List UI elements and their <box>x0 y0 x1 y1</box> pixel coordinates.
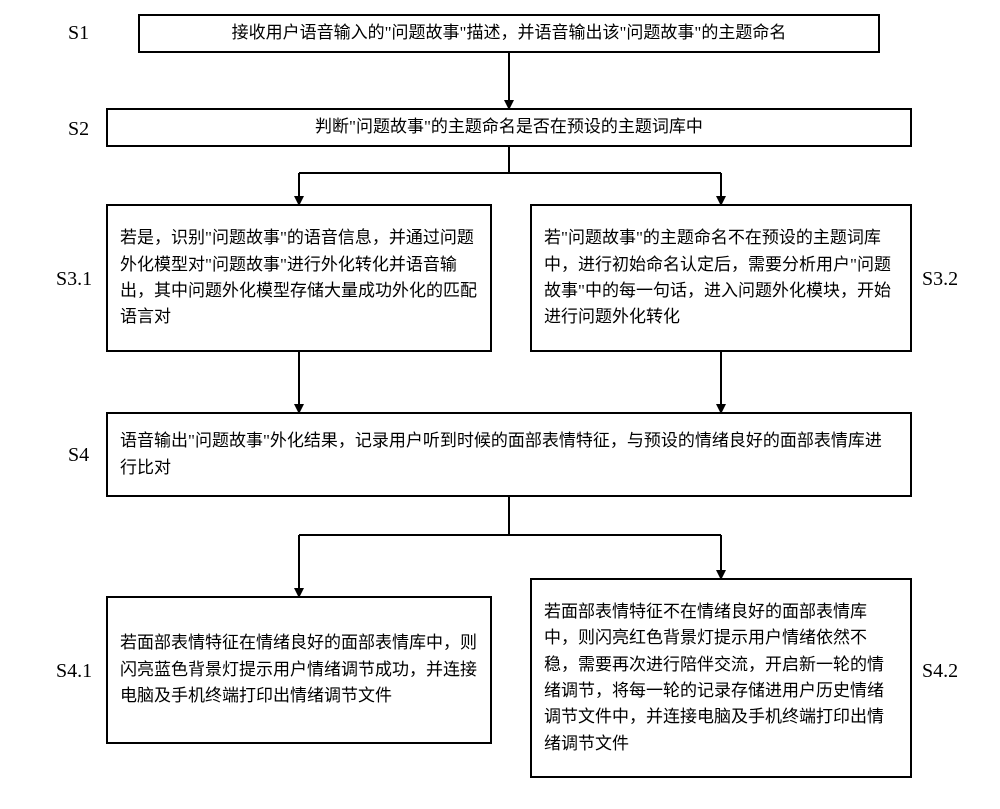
node-s4-1: 若面部表情特征在情绪良好的面部表情库中，则闪亮蓝色背景灯提示用户情绪调节成功，并… <box>106 596 492 744</box>
node-s3-1-text: 若是，识别"问题故事"的语音信息，并通过问题外化模型对"问题故事"进行外化转化并… <box>120 225 478 330</box>
node-s4-text: 语音输出"问题故事"外化结果，记录用户听到时候的面部表情特征，与预设的情绪良好的… <box>120 428 898 481</box>
node-s3-2-text: 若"问题故事"的主题命名不在预设的主题词库中，进行初始命名认定后，需要分析用户"… <box>544 225 898 330</box>
label-s4-1: S4.1 <box>56 660 92 683</box>
node-s3-2: 若"问题故事"的主题命名不在预设的主题词库中，进行初始命名认定后，需要分析用户"… <box>530 204 912 352</box>
node-s4-2: 若面部表情特征不在情绪良好的面部表情库中，则闪亮红色背景灯提示用户情绪依然不稳，… <box>530 578 912 778</box>
node-s4-1-text: 若面部表情特征在情绪良好的面部表情库中，则闪亮蓝色背景灯提示用户情绪调节成功，并… <box>120 630 478 709</box>
label-s3-2: S3.2 <box>922 268 958 291</box>
label-s1: S1 <box>68 22 89 45</box>
node-s4: 语音输出"问题故事"外化结果，记录用户听到时候的面部表情特征，与预设的情绪良好的… <box>106 412 912 497</box>
label-s3-1: S3.1 <box>56 268 92 291</box>
label-s2: S2 <box>68 118 89 141</box>
node-s2-text: 判断"问题故事"的主题命名是否在预设的主题词库中 <box>315 114 703 140</box>
label-s4: S4 <box>68 444 89 467</box>
node-s3-1: 若是，识别"问题故事"的语音信息，并通过问题外化模型对"问题故事"进行外化转化并… <box>106 204 492 352</box>
node-s1-text: 接收用户语音输入的"问题故事"描述，并语音输出该"问题故事"的主题命名 <box>232 20 787 46</box>
node-s4-2-text: 若面部表情特征不在情绪良好的面部表情库中，则闪亮红色背景灯提示用户情绪依然不稳，… <box>544 599 898 757</box>
node-s1: 接收用户语音输入的"问题故事"描述，并语音输出该"问题故事"的主题命名 <box>138 14 880 53</box>
node-s2: 判断"问题故事"的主题命名是否在预设的主题词库中 <box>106 108 912 147</box>
label-s4-2: S4.2 <box>922 660 958 683</box>
flowchart-canvas: S1 S2 S3.1 S3.2 S4 S4.1 S4.2 接收用户语音输入的"问… <box>0 0 1000 809</box>
